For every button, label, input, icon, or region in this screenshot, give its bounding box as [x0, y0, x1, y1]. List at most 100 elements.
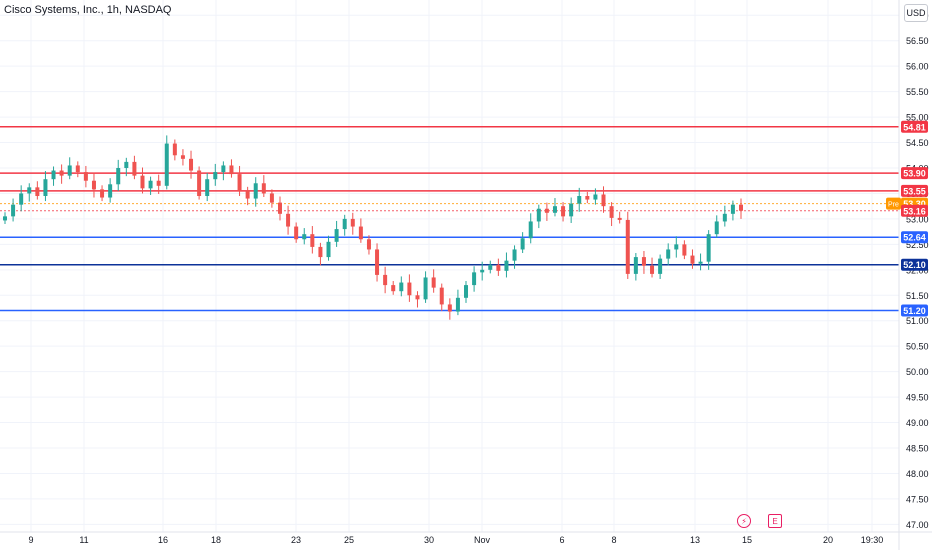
candle-body: [180, 155, 185, 159]
x-tick-label: 20: [823, 535, 833, 545]
candle-body: [609, 206, 614, 218]
price-tag-bg: [901, 184, 928, 197]
candle-body: [569, 203, 574, 217]
candle-body: [334, 229, 339, 242]
y-tick-label: 48.50: [906, 444, 929, 454]
y-tick-label: 50.50: [906, 342, 929, 352]
candle-body: [269, 193, 274, 203]
y-tick-label: 49.00: [906, 418, 929, 428]
price-tag-bg: [901, 167, 928, 180]
candle-body: [682, 244, 687, 256]
candle-body: [310, 234, 315, 247]
price-tag-label: 52.10: [903, 260, 926, 270]
dividend-event-icon[interactable]: ⚡: [737, 514, 751, 528]
candle-body: [189, 158, 194, 171]
candle-body: [27, 187, 32, 194]
candle-body: [512, 249, 517, 261]
price-tag-bg: [901, 120, 928, 133]
candle-body: [3, 216, 7, 221]
candle-body: [205, 179, 210, 196]
y-tick-label: 54.50: [906, 138, 929, 148]
y-tick-label: 47.00: [906, 520, 929, 530]
candle-body: [75, 165, 80, 173]
candle-body: [666, 249, 671, 259]
candle-body: [350, 218, 355, 227]
candle-body: [375, 249, 380, 275]
candle-body: [520, 238, 525, 250]
candle-body: [391, 285, 396, 292]
candle-body: [164, 143, 169, 186]
time-axis[interactable]: 9 11 16 18 23 25 30 Nov 6 8 13 15 20 19:30: [28, 535, 883, 545]
candle-body: [197, 170, 202, 196]
candle-body: [439, 287, 444, 305]
candle-body: [407, 282, 412, 296]
x-tick-label: 11: [79, 535, 88, 545]
y-tick-label: 56.50: [906, 36, 929, 46]
x-tick-label: Nov: [474, 535, 491, 545]
currency-button[interactable]: USD: [904, 4, 928, 22]
x-tick-label: 30: [424, 535, 434, 545]
y-tick-label: 47.50: [906, 494, 929, 504]
price-tag-bg: [901, 304, 928, 317]
price-labels: 54.81 53.90 53.55 52.64 52.10 51.20 53.30 Pre 53…: [886, 120, 928, 317]
price-tag-bg: [901, 231, 928, 244]
candle-body: [277, 202, 282, 214]
x-tick-label: 23: [291, 535, 301, 545]
candle-body: [245, 190, 250, 199]
candle-body: [601, 194, 606, 207]
price-tag-bg: [901, 204, 928, 217]
x-tick-label: 13: [690, 535, 700, 545]
earnings-event-icon[interactable]: E: [768, 514, 782, 528]
candles: [3, 135, 743, 320]
candle-body: [116, 168, 121, 185]
price-tag-label: 53.30: [903, 199, 926, 209]
candle-body: [431, 277, 436, 288]
chart-title: Cisco Systems, Inc., 1h, NASDAQ: [4, 4, 172, 16]
candle-body: [326, 241, 331, 258]
y-tick-label: 56.00: [906, 62, 929, 72]
x-tick-label: 25: [344, 535, 354, 545]
candle-body: [593, 194, 598, 200]
candle-body: [261, 183, 266, 194]
candle-body: [148, 180, 153, 189]
candle-body: [43, 179, 48, 196]
candle-body: [488, 264, 493, 270]
candle-body: [617, 217, 622, 220]
price-tag-label: 53.55: [903, 186, 926, 196]
candle-body: [650, 265, 655, 274]
candle-body: [229, 165, 234, 175]
candle-body: [641, 257, 646, 266]
y-tick-label: 55.00: [906, 113, 929, 123]
candle-body: [156, 180, 161, 186]
candle-body: [358, 226, 363, 240]
candle-body: [714, 221, 719, 235]
candle-body: [528, 221, 533, 239]
candle-body: [423, 277, 428, 300]
candle-body: [577, 196, 582, 204]
x-tick-label: 16: [158, 535, 168, 545]
candle-body: [100, 189, 105, 198]
x-tick-label: 8: [611, 535, 616, 545]
candle-body: [172, 143, 177, 156]
candle-body: [447, 304, 452, 312]
candle-body: [221, 165, 226, 173]
y-tick-label: 51.50: [906, 291, 929, 301]
candle-body: [730, 204, 735, 214]
candle-body: [633, 257, 638, 274]
candle-body: [140, 175, 145, 189]
horizontal-levels: [0, 126, 899, 312]
candle-body: [674, 244, 679, 250]
candle-body: [561, 206, 566, 217]
candle-body: [132, 161, 137, 176]
candle-body: [504, 260, 509, 271]
pre-tag-label: Pre: [888, 202, 899, 209]
x-tick-label: 19:30: [861, 535, 884, 545]
candle-body: [294, 226, 299, 240]
candle-body: [480, 269, 485, 273]
price-tag-label: 54.81: [903, 122, 926, 132]
candle-body: [585, 196, 590, 200]
y-tick-label: 52.50: [906, 240, 929, 250]
x-tick-label: 15: [742, 535, 752, 545]
candle-body: [544, 208, 549, 213]
